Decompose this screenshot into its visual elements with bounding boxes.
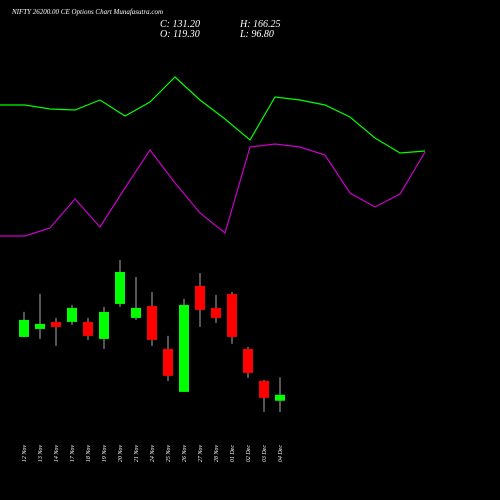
x-tick-label: 04 Dec [277, 445, 284, 462]
x-tick-label: 12 Nov [22, 445, 28, 463]
x-tick-label: 17 Nov [70, 445, 76, 463]
candle-body [115, 271, 125, 304]
x-tick-label: 21 Nov [134, 445, 140, 463]
candle-body [83, 321, 93, 336]
x-tick-label: 02 Dec [246, 445, 252, 462]
x-tick-label: 03 Dec [262, 445, 268, 462]
header-value: L: 96.80 [239, 29, 274, 40]
x-tick-label: 19 Nov [102, 445, 108, 463]
chart-title: NIFTY 26200.00 CE Options Chart Munafasu… [11, 8, 163, 16]
x-tick-label: 26 Nov [182, 445, 188, 463]
candle-body [211, 307, 221, 318]
indicator-line [0, 76, 426, 154]
x-tick-label: 14 Nov [53, 445, 60, 463]
x-tick-label: 28 Nov [214, 445, 220, 463]
x-tick-label: 24 Nov [149, 445, 156, 463]
candle-body [147, 305, 157, 340]
candle-body [99, 311, 109, 339]
x-tick-label: 25 Nov [166, 445, 172, 463]
candle-body [19, 319, 29, 337]
x-tick-label: 18 Nov [86, 445, 92, 463]
x-tick-label: 27 Nov [198, 445, 204, 463]
header-value: C: 131.20 [160, 19, 200, 30]
candle-body [259, 380, 269, 398]
indicator-line [0, 143, 426, 237]
candle-body [35, 323, 45, 329]
candle-body [227, 293, 237, 337]
candle-body [195, 285, 205, 310]
candle-body [275, 394, 285, 401]
x-tick-label: 13 Nov [38, 445, 44, 463]
candle-body [131, 307, 141, 318]
x-tick-label: 20 Nov [118, 445, 124, 463]
candle-body [163, 348, 173, 376]
candle-body [67, 307, 77, 322]
candle-body [179, 304, 189, 392]
x-tick-label: 01 Dec [230, 445, 236, 462]
header-value: O: 119.30 [160, 29, 200, 40]
candle-body [51, 321, 61, 327]
header-value: H: 166.25 [239, 19, 281, 30]
candle-body [243, 348, 253, 373]
